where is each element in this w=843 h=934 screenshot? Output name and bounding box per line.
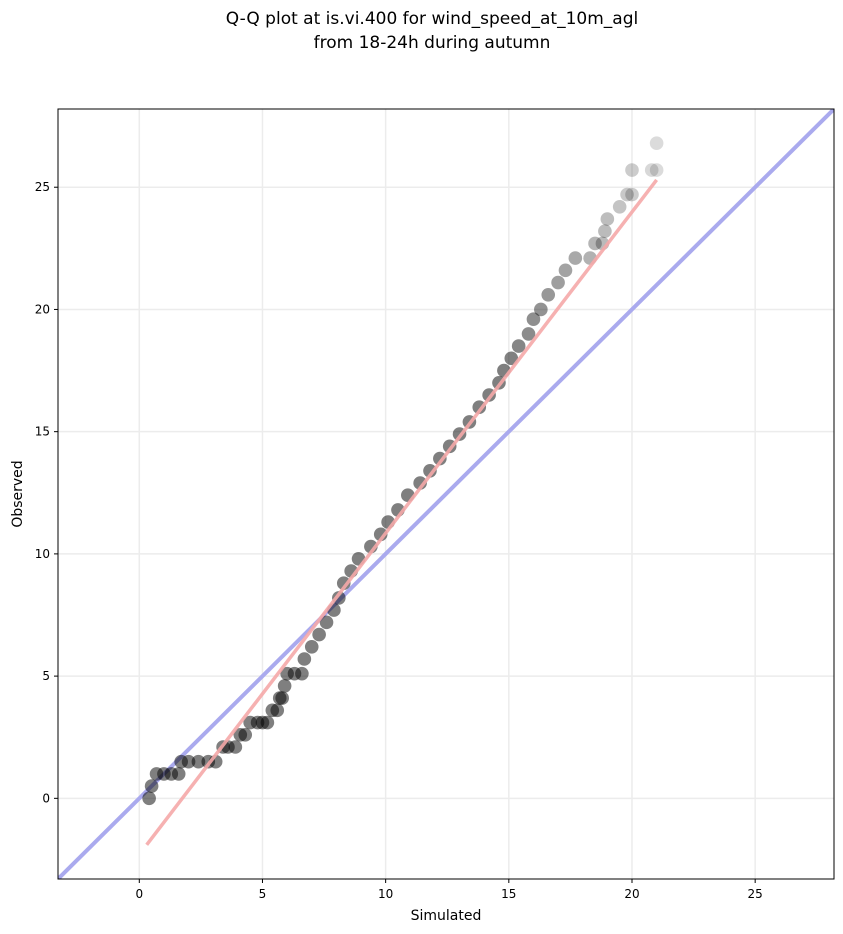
x-tick-label-0: 0 xyxy=(135,887,143,901)
x-tick-label-1: 5 xyxy=(259,887,267,901)
data-point-34 xyxy=(336,576,351,591)
data-point-59 xyxy=(558,263,573,278)
data-point-31 xyxy=(319,615,334,630)
x-tick-label-5: 25 xyxy=(748,887,763,901)
y-tick-label-3: 15 xyxy=(35,425,50,439)
plot-frame xyxy=(57,108,835,880)
chart-title-line-1: Q-Q plot at is.vi.400 for wind_speed_at_… xyxy=(226,9,638,29)
data-point-24 xyxy=(277,679,292,693)
reference-lines xyxy=(58,109,834,879)
y-tick-label-5: 25 xyxy=(35,180,50,194)
data-point-66 xyxy=(612,199,627,214)
data-point-64 xyxy=(598,224,612,239)
data-point-29 xyxy=(304,639,319,654)
data-point-15 xyxy=(238,727,253,742)
chart-title-line-2: from 18-24h during autumn xyxy=(314,33,551,53)
data-point-57 xyxy=(541,287,556,302)
data-point-44 xyxy=(433,451,447,466)
data-points xyxy=(142,136,664,846)
data-point-53 xyxy=(511,339,526,353)
y-tick-label-4: 20 xyxy=(35,302,50,316)
axis-ticks: 0 5 10 15 20 25 0 5 10 15 20 25 xyxy=(35,180,763,901)
x-axis-label: Simulated xyxy=(411,908,482,924)
y-tick-label-0: 0 xyxy=(42,791,50,805)
data-point-67 xyxy=(620,187,634,202)
fit-line xyxy=(145,178,659,846)
data-point-19 xyxy=(260,715,275,730)
identity-line xyxy=(58,109,834,879)
x-tick-label-4: 20 xyxy=(624,887,639,901)
data-point-60 xyxy=(568,251,583,265)
grid-lines xyxy=(58,109,834,879)
data-point-8 xyxy=(191,754,206,769)
data-point-70 xyxy=(644,163,659,177)
data-point-69 xyxy=(625,163,639,177)
data-point-23 xyxy=(275,691,289,705)
data-point-27 xyxy=(295,666,309,681)
data-point-52 xyxy=(504,351,519,366)
data-point-56 xyxy=(534,302,548,317)
data-point-58 xyxy=(551,275,565,290)
y-tick-label-1: 5 xyxy=(42,669,50,683)
data-point-72 xyxy=(649,136,664,151)
x-tick-label-2: 10 xyxy=(378,887,393,901)
x-tick-label-3: 15 xyxy=(501,887,516,901)
data-point-1 xyxy=(144,779,159,793)
y-axis-label: Observed xyxy=(10,460,26,527)
data-point-65 xyxy=(600,212,615,226)
data-point-54 xyxy=(521,327,536,341)
data-point-71 xyxy=(649,163,664,177)
data-point-0 xyxy=(142,791,156,806)
data-point-62 xyxy=(588,236,602,251)
data-point-7 xyxy=(181,754,196,769)
data-point-55 xyxy=(526,312,541,327)
data-point-21 xyxy=(270,703,285,718)
data-point-13 xyxy=(228,740,243,754)
data-point-68 xyxy=(625,187,639,202)
data-point-28 xyxy=(297,652,312,666)
y-tick-label-2: 10 xyxy=(35,547,50,561)
data-point-30 xyxy=(312,627,326,642)
data-point-48 xyxy=(472,400,487,415)
data-point-43 xyxy=(423,463,437,478)
data-point-5 xyxy=(171,767,186,781)
